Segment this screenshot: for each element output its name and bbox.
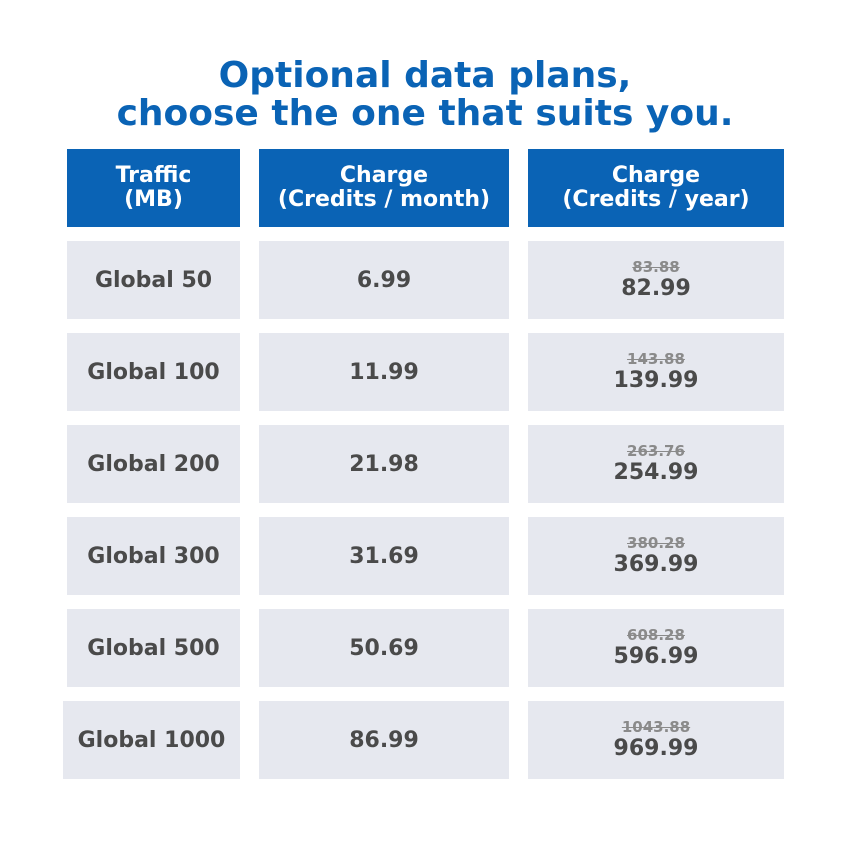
discounted-yearly-price: 369.99 — [613, 552, 699, 577]
monthly-charge-cell: 6.99 — [259, 241, 509, 319]
plan-name-cell: Global 50 — [67, 241, 240, 319]
header-traffic-label: Traffic — [115, 163, 192, 188]
discounted-yearly-price: 139.99 — [613, 368, 699, 393]
header-charge-month-unit: (Credits / month) — [277, 187, 491, 212]
plan-name-cell: Global 300 — [67, 517, 240, 595]
yearly-charge-cell: 380.28 369.99 — [528, 517, 784, 595]
header-charge-month-label: Charge — [339, 163, 429, 188]
monthly-charge-cell: 50.69 — [259, 609, 509, 687]
yearly-charge-cell: 263.76 254.99 — [528, 425, 784, 503]
title-line-1: Optional data plans, — [218, 55, 632, 96]
discounted-yearly-price: 969.99 — [613, 736, 699, 761]
header-charge-year-unit: (Credits / year) — [562, 187, 750, 212]
monthly-charge-cell: 31.69 — [259, 517, 509, 595]
header-traffic: Traffic (MB) — [67, 149, 240, 227]
header-traffic-unit: (MB) — [124, 187, 183, 212]
plan-name-cell: Global 1000 — [63, 701, 240, 779]
yearly-charge-cell: 608.28 596.99 — [528, 609, 784, 687]
header-charge-year: Charge (Credits / year) — [528, 149, 784, 227]
original-yearly-price: 143.88 — [627, 350, 685, 368]
plan-name-cell: Global 200 — [67, 425, 240, 503]
title-line-2: choose the one that suits you. — [116, 93, 734, 134]
monthly-charge-cell: 86.99 — [259, 701, 509, 779]
discounted-yearly-price: 596.99 — [613, 644, 699, 669]
plan-name-cell: Global 500 — [67, 609, 240, 687]
original-yearly-price: 608.28 — [627, 626, 685, 644]
original-yearly-price: 263.76 — [627, 442, 685, 460]
yearly-charge-cell: 143.88 139.99 — [528, 333, 784, 411]
discounted-yearly-price: 82.99 — [621, 276, 691, 301]
original-yearly-price: 1043.88 — [621, 718, 691, 736]
monthly-charge-cell: 11.99 — [259, 333, 509, 411]
yearly-charge-cell: 83.88 82.99 — [528, 241, 784, 319]
discounted-yearly-price: 254.99 — [613, 460, 699, 485]
header-charge-month: Charge (Credits / month) — [259, 149, 509, 227]
header-charge-year-label: Charge — [611, 163, 701, 188]
original-yearly-price: 83.88 — [632, 258, 680, 276]
monthly-charge-cell: 21.98 — [259, 425, 509, 503]
plan-name-cell: Global 100 — [67, 333, 240, 411]
yearly-charge-cell: 1043.88 969.99 — [528, 701, 784, 779]
original-yearly-price: 380.28 — [627, 534, 685, 552]
